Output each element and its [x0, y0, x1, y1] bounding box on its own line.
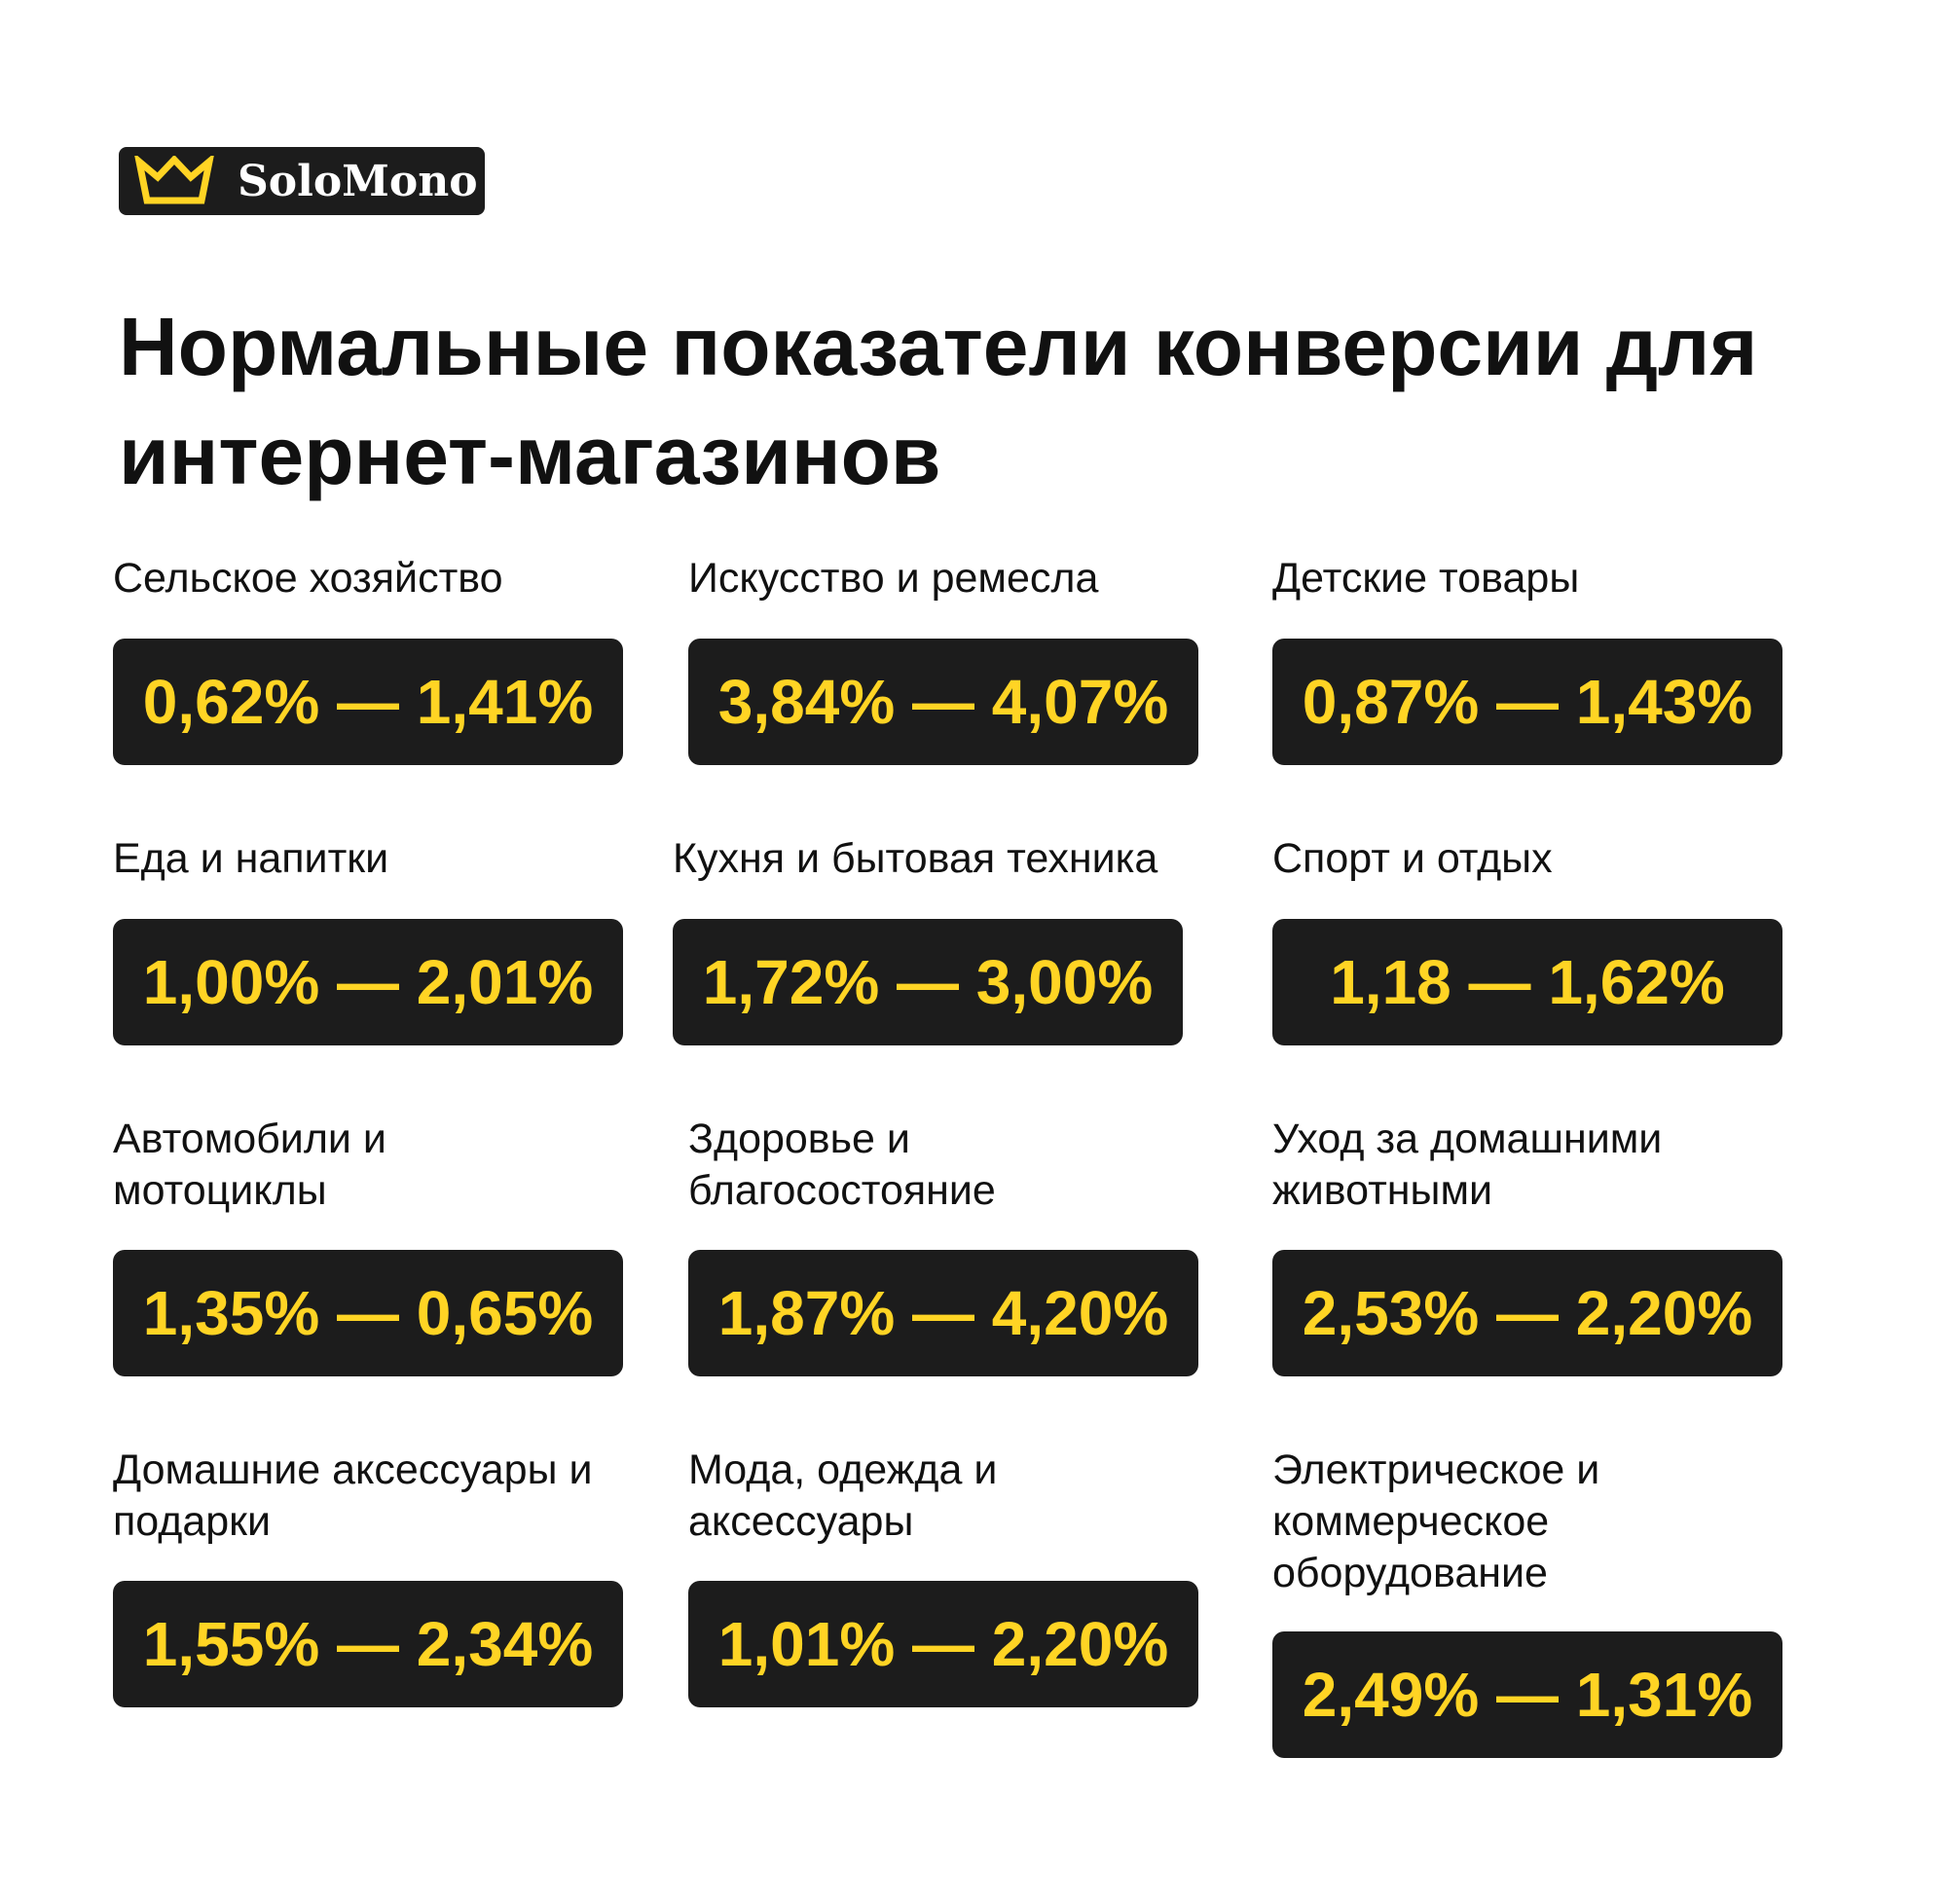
- category-label-food-drinks: Еда и напитки: [113, 835, 389, 882]
- range-box-sports-leisure: 1,18 — 1,62%: [1272, 919, 1782, 1045]
- range-box-baby-goods: 0,87% — 1,43%: [1272, 639, 1782, 765]
- category-label-pet-care: Уход за домашними животными: [1272, 1116, 1663, 1214]
- range-value-health-wellness: 1,87% — 4,20%: [717, 1278, 1169, 1348]
- category-label-sports-leisure: Спорт и отдых: [1272, 835, 1553, 882]
- category-label-auto-moto: Автомобили и мотоциклы: [113, 1116, 386, 1214]
- brand-logo: SoloMono: [119, 147, 485, 215]
- range-box-agriculture: 0,62% — 1,41%: [113, 639, 623, 765]
- range-box-pet-care: 2,53% — 2,20%: [1272, 1250, 1782, 1376]
- range-value-home-gifts: 1,55% — 2,34%: [142, 1609, 594, 1679]
- range-value-auto-moto: 1,35% — 0,65%: [142, 1278, 594, 1348]
- range-value-electrical-equipment: 2,49% — 1,31%: [1302, 1660, 1753, 1730]
- range-box-home-gifts: 1,55% — 2,34%: [113, 1581, 623, 1707]
- brand-name: SoloMono: [238, 156, 478, 206]
- range-box-electrical-equipment: 2,49% — 1,31%: [1272, 1631, 1782, 1758]
- range-box-health-wellness: 1,87% — 4,20%: [688, 1250, 1198, 1376]
- category-label-agriculture: Сельское хозяйство: [113, 555, 503, 602]
- range-value-arts-crafts: 3,84% — 4,07%: [717, 667, 1169, 737]
- range-value-pet-care: 2,53% — 2,20%: [1302, 1278, 1753, 1348]
- range-box-food-drinks: 1,00% — 2,01%: [113, 919, 623, 1045]
- range-box-fashion: 1,01% — 2,20%: [688, 1581, 1198, 1707]
- category-label-electrical-equipment: Электрическое и коммерческое оборудовани…: [1272, 1446, 1600, 1596]
- category-label-fashion: Мода, одежда и аксессуары: [688, 1446, 998, 1545]
- range-value-agriculture: 0,62% — 1,41%: [142, 667, 594, 737]
- range-value-sports-leisure: 1,18 — 1,62%: [1330, 947, 1725, 1017]
- category-label-baby-goods: Детские товары: [1272, 555, 1580, 602]
- crown-icon: [134, 156, 214, 204]
- range-value-food-drinks: 1,00% — 2,01%: [142, 947, 594, 1017]
- category-label-kitchen-appliances: Кухня и бытовая техника: [673, 835, 1158, 882]
- page-title: Нормальные показатели конверсии для инте…: [119, 301, 1758, 501]
- range-box-auto-moto: 1,35% — 0,65%: [113, 1250, 623, 1376]
- range-box-arts-crafts: 3,84% — 4,07%: [688, 639, 1198, 765]
- range-box-kitchen-appliances: 1,72% — 3,00%: [673, 919, 1183, 1045]
- range-value-baby-goods: 0,87% — 1,43%: [1302, 667, 1753, 737]
- category-label-health-wellness: Здоровье и благосостояние: [688, 1116, 996, 1214]
- range-value-kitchen-appliances: 1,72% — 3,00%: [702, 947, 1154, 1017]
- category-label-arts-crafts: Искусство и ремесла: [688, 555, 1099, 602]
- category-label-home-gifts: Домашние аксессуары и подарки: [113, 1446, 593, 1545]
- range-value-fashion: 1,01% — 2,20%: [717, 1609, 1169, 1679]
